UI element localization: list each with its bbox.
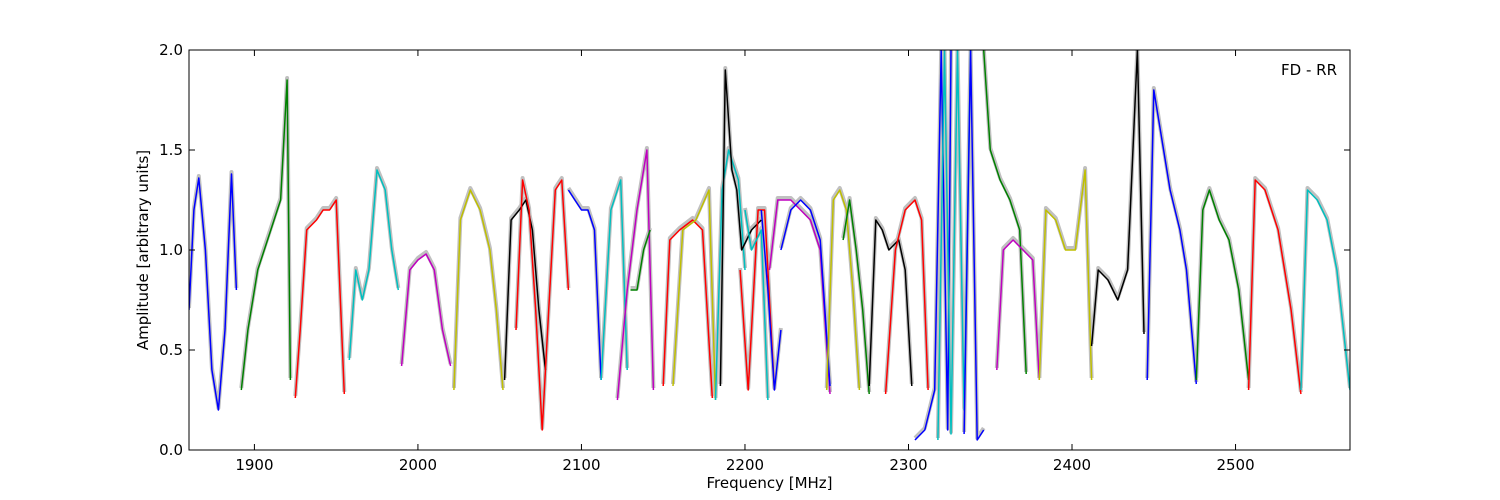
series-line-23 xyxy=(868,219,913,387)
series-line-34 xyxy=(1247,179,1302,395)
y-tick-label-0: 0.0 xyxy=(159,441,183,459)
y-tick-label-1: 0.5 xyxy=(159,341,183,359)
series-line-24 xyxy=(884,199,929,395)
series-line-20 xyxy=(780,199,831,387)
series-line-13 xyxy=(672,189,717,401)
series-layer xyxy=(189,50,1350,441)
x-tick-label-1: 2000 xyxy=(399,456,437,474)
y-tick-label-3: 1.5 xyxy=(159,141,183,159)
ticks-layer: 1900 2000 2100 2200 2300 2400 2500 0.0 0.5 1.0 1.5… xyxy=(159,41,1350,474)
series-line-27 xyxy=(963,50,985,441)
series-line-15 xyxy=(719,69,762,387)
series-line-2 xyxy=(294,199,346,399)
series-line-12 xyxy=(662,219,714,399)
series-line-18 xyxy=(760,209,782,391)
x-tick-label-4: 2300 xyxy=(889,456,927,474)
x-tick-label-2: 2100 xyxy=(562,456,600,474)
series-line-5 xyxy=(453,189,504,391)
series-line-4 xyxy=(400,253,452,367)
x-tick-label-5: 2400 xyxy=(1053,456,1091,474)
series-line-1 xyxy=(240,79,292,391)
y-axis-label: Amplitude [arbitrary units] xyxy=(134,150,152,350)
y-tick-label-4: 2.0 xyxy=(159,41,183,59)
series-line-17 xyxy=(744,209,769,401)
x-axis-label: Frequency [MHz] xyxy=(706,474,832,492)
y-tick-label-2: 1.0 xyxy=(159,241,183,259)
x-tick-label-3: 2200 xyxy=(726,456,764,474)
series-line-35 xyxy=(1300,189,1350,391)
series-line-32 xyxy=(1146,89,1198,385)
series-line-25 xyxy=(914,50,952,441)
series-line-31 xyxy=(1090,50,1145,347)
series-line-30 xyxy=(1038,169,1093,381)
series-line-28 xyxy=(982,50,1027,375)
series-line-9 xyxy=(600,179,628,381)
plot-annotation: FD - RR xyxy=(1281,61,1337,79)
series-line-0 xyxy=(189,173,238,411)
series-line-3 xyxy=(348,169,400,361)
series-line-6 xyxy=(503,199,547,381)
series-line-29 xyxy=(996,239,1041,381)
series-line-14 xyxy=(714,149,746,401)
series-line-11 xyxy=(630,229,651,291)
series-line-33 xyxy=(1195,189,1250,381)
x-tick-label-6: 2500 xyxy=(1216,456,1254,474)
series-line-16 xyxy=(739,209,776,391)
series-line-7 xyxy=(515,179,570,431)
series-line-10 xyxy=(616,149,655,401)
series-line-8 xyxy=(567,189,602,381)
x-tick-label-0: 1900 xyxy=(235,456,273,474)
series-line-21 xyxy=(825,189,861,391)
series-line-22 xyxy=(842,199,870,395)
